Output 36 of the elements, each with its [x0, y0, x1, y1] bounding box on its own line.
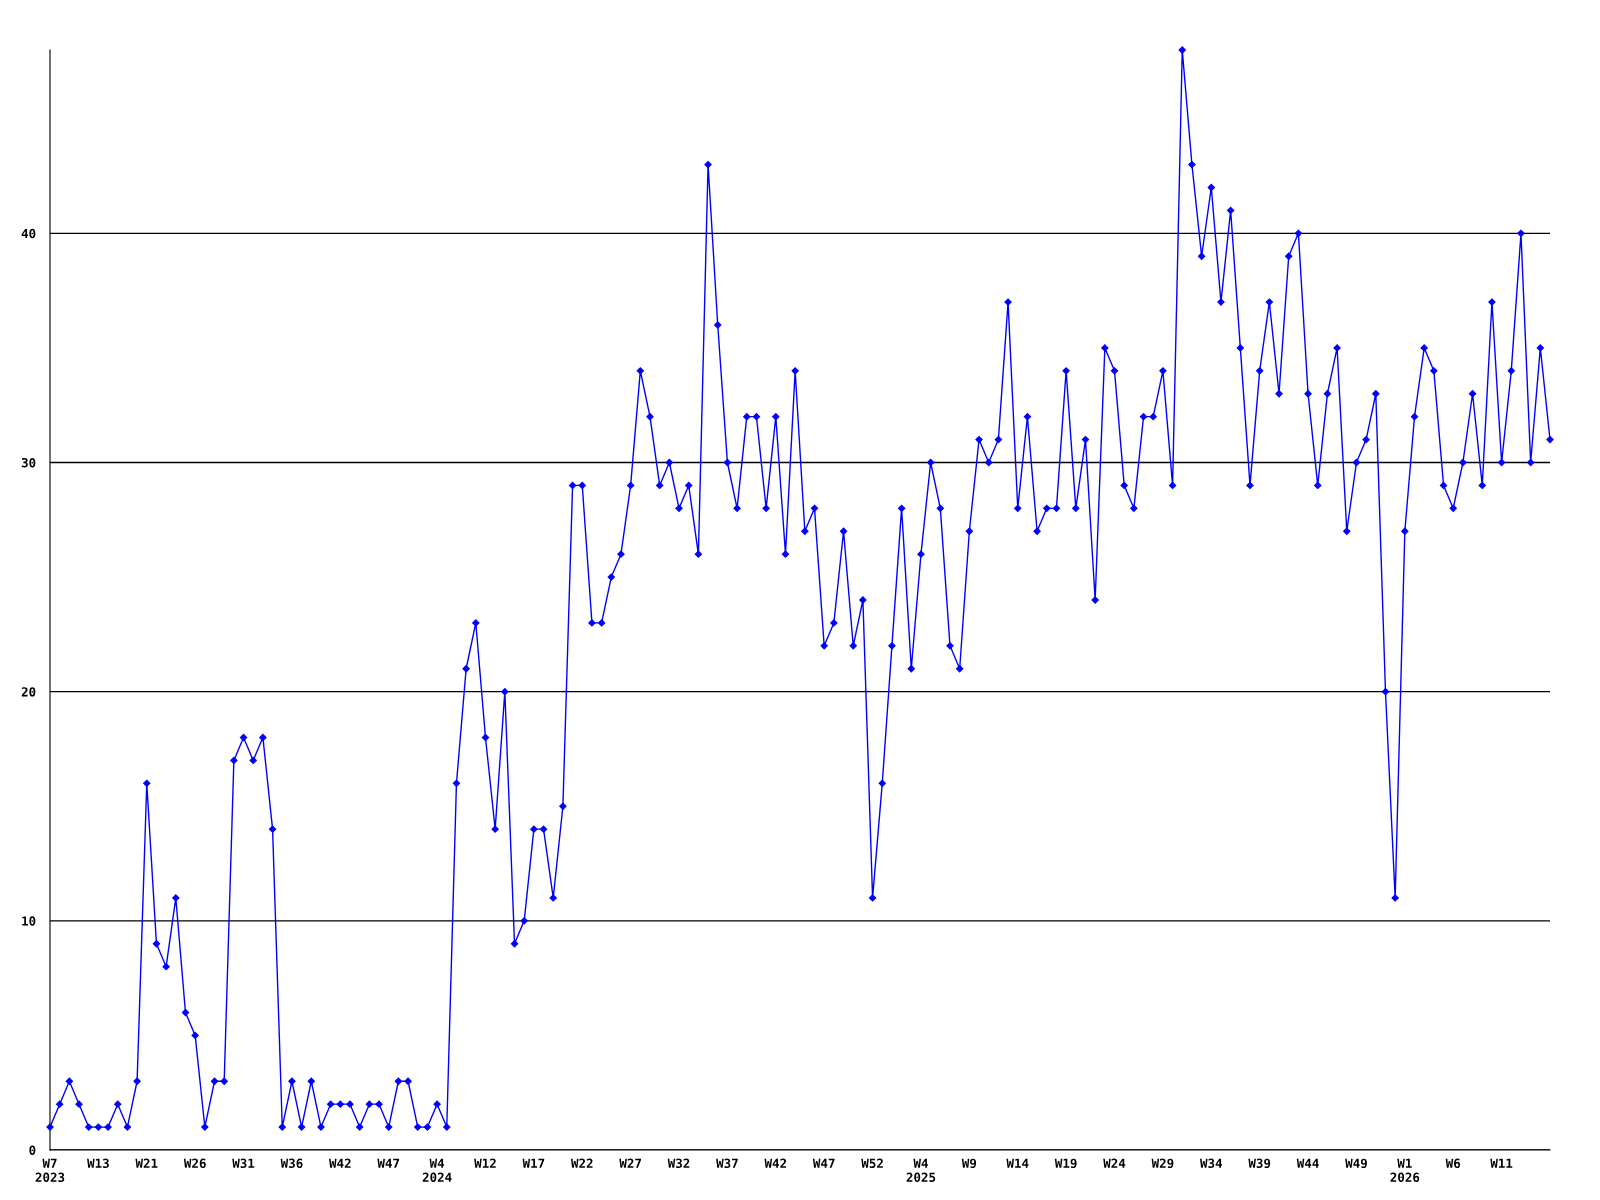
x-tick-label: W27: [619, 1158, 641, 1168]
x-tick-label: W34: [1200, 1158, 1223, 1169]
x-tick-label: W1 2026: [1390, 1158, 1420, 1183]
x-tick-label: W4 2024: [422, 1158, 452, 1183]
x-tick-label: W29: [1151, 1158, 1174, 1169]
x-tick-label: W12: [474, 1158, 496, 1168]
x-tick-label: W36: [280, 1158, 303, 1169]
x-tick-label: W4 2025: [906, 1158, 936, 1183]
y-tick-label: 30: [21, 457, 36, 468]
x-tick-label: W42: [764, 1158, 787, 1168]
x-tick-label: W19: [1054, 1158, 1077, 1169]
x-tick-label: W44: [1296, 1158, 1319, 1168]
x-tick-label: W6: [1445, 1158, 1461, 1169]
x-tick-label: W37: [716, 1158, 738, 1169]
x-tick-label: W49: [1345, 1158, 1367, 1169]
x-tick-label: W14: [1006, 1158, 1029, 1168]
x-tick-label: W21: [135, 1158, 158, 1168]
x-tick-label: W26: [183, 1158, 206, 1169]
x-tick-label: W52: [861, 1158, 883, 1169]
x-tick-label: W39: [1248, 1158, 1271, 1169]
x-tick-label: W7 2023: [35, 1158, 65, 1183]
x-tick-label: W22: [570, 1158, 593, 1168]
x-tick-label: W47: [377, 1158, 400, 1168]
x-tick-label: W11: [1490, 1158, 1513, 1168]
x-tick-label: W31: [232, 1158, 255, 1169]
x-tick-label: W9: [961, 1158, 977, 1169]
y-tick-label: 0: [29, 1145, 36, 1155]
x-tick-label: W17: [522, 1158, 545, 1168]
x-tick-label: W42: [329, 1158, 351, 1168]
y-tick-label: 40: [21, 228, 36, 239]
x-tick-label: W13: [87, 1158, 109, 1169]
x-tick-label: W32: [667, 1158, 690, 1169]
y-tick-label: 20: [21, 687, 36, 697]
x-tick-label: W47: [812, 1158, 835, 1168]
x-tick-label: W24: [1103, 1158, 1126, 1168]
y-tick-label: 10: [22, 916, 36, 926]
